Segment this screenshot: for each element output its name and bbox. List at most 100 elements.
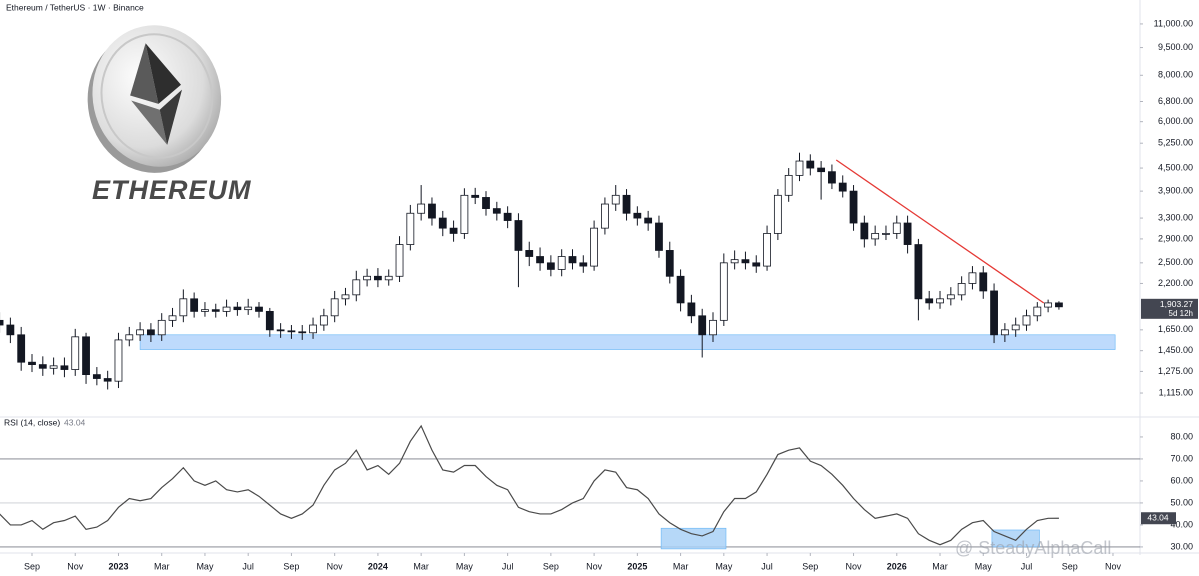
candle-body — [946, 294, 955, 300]
candle-body — [103, 378, 112, 382]
candle-body — [730, 259, 739, 264]
candle-body — [849, 190, 858, 224]
candle-body — [222, 306, 231, 312]
candle-body — [1044, 302, 1053, 308]
candle-body — [687, 302, 696, 317]
candle-body — [698, 315, 707, 336]
candle-body — [806, 160, 815, 169]
candle-body — [979, 272, 988, 292]
y-tick-label: 8,000.00 — [1158, 70, 1193, 80]
candle-body — [828, 171, 836, 184]
rsi-tag-label: 43.04 — [1147, 512, 1169, 522]
y-tick-label: 1,115.00 — [1159, 387, 1193, 397]
y-tick-label: 9,500.00 — [1158, 42, 1193, 52]
x-tick-label: Jul — [242, 561, 254, 571]
candle-body — [817, 167, 826, 173]
candle-body — [741, 259, 750, 264]
y-tick-label: 40.00 — [1170, 519, 1193, 529]
candle-body — [395, 244, 404, 277]
x-tick-label: Mar — [413, 561, 429, 571]
x-tick-label: May — [715, 561, 733, 571]
candle-body — [319, 315, 328, 326]
candle-body — [438, 217, 447, 229]
axes: 11,000.00 9,500.00 8,000.00 6,800.00 6,000.0… — [24, 18, 1198, 571]
price-tag — [1141, 298, 1198, 319]
candle-body — [925, 298, 934, 304]
y-tick-label: 50.00 — [1170, 497, 1193, 507]
candle-body — [330, 298, 339, 317]
candle-body — [655, 222, 663, 251]
candle-body — [265, 310, 274, 331]
candle-body — [49, 365, 58, 369]
x-tick-label: Sep — [283, 561, 299, 571]
candle-body — [298, 331, 307, 334]
candle-body — [0, 319, 4, 326]
x-tick-label: 2024 — [368, 561, 388, 571]
rsi-header-value: 43.04 — [64, 417, 86, 427]
x-tick-label: 2025 — [627, 561, 647, 571]
candle-body — [38, 364, 47, 369]
candle-body — [568, 256, 577, 264]
rsi-tag — [1141, 512, 1176, 525]
x-tick-label: Jul — [502, 561, 514, 571]
candle-body — [417, 203, 426, 214]
candle-body — [157, 319, 166, 336]
candle-body — [1033, 306, 1042, 317]
candle-body — [114, 339, 123, 382]
candle-body — [1055, 302, 1063, 308]
candle-body — [860, 222, 869, 240]
x-tick-label: Mar — [932, 561, 948, 571]
y-tick-label: 11,000.00 — [1154, 18, 1193, 28]
candle-body — [957, 283, 966, 296]
y-tick-label: 30.00 — [1170, 541, 1193, 551]
x-tick-label: Nov — [586, 561, 603, 571]
candle-body — [644, 217, 653, 224]
candle-body — [546, 262, 555, 270]
candle-body — [709, 319, 717, 336]
candle-body — [287, 330, 296, 333]
price-pane — [0, 152, 1116, 390]
candle-body — [374, 275, 382, 281]
x-tick-label: May — [975, 561, 993, 571]
x-tick-label: Nov — [67, 561, 84, 571]
candle-body — [1011, 324, 1020, 331]
x-tick-label: Sep — [802, 561, 818, 571]
candle-body — [449, 227, 458, 234]
candle-body — [233, 306, 242, 311]
y-tick-label: 80.00 — [1170, 431, 1193, 441]
candle-body — [406, 212, 415, 245]
x-tick-label: Sep — [543, 561, 559, 571]
y-tick-label: 1,450.00 — [1158, 345, 1193, 355]
rsi-header: RSI (14, close) — [4, 417, 60, 427]
logo-text: ETHEREUM — [92, 175, 252, 205]
zone — [991, 529, 1040, 548]
candle-body — [784, 174, 793, 196]
zone — [139, 334, 1116, 350]
x-tick-label: Mar — [154, 561, 170, 571]
watermark: @ SteadyAlphaCall — [955, 538, 1111, 558]
candle-body — [557, 256, 566, 270]
candle-body — [590, 227, 599, 267]
candle-body — [622, 194, 631, 214]
zone — [660, 527, 727, 550]
candle-body — [990, 290, 998, 336]
candle-body — [611, 194, 620, 205]
trendline — [835, 159, 1045, 304]
x-tick-label: Sep — [1062, 561, 1078, 571]
rsi-line — [0, 424, 1059, 546]
y-tick-label: 1,275.00 — [1158, 366, 1193, 376]
rsi-pane — [0, 424, 1140, 550]
y-tick-label: 3,900.00 — [1158, 186, 1193, 196]
x-tick-label: May — [456, 561, 474, 571]
candle-body — [719, 262, 728, 321]
y-tick-label: 6,000.00 — [1158, 116, 1193, 126]
candle-body — [255, 306, 263, 312]
candle-body — [82, 336, 90, 376]
candle-body — [503, 212, 512, 221]
candle-body — [633, 212, 642, 219]
x-tick-label: 2026 — [887, 561, 907, 571]
candle-body — [71, 336, 80, 370]
candle-body — [579, 262, 588, 267]
